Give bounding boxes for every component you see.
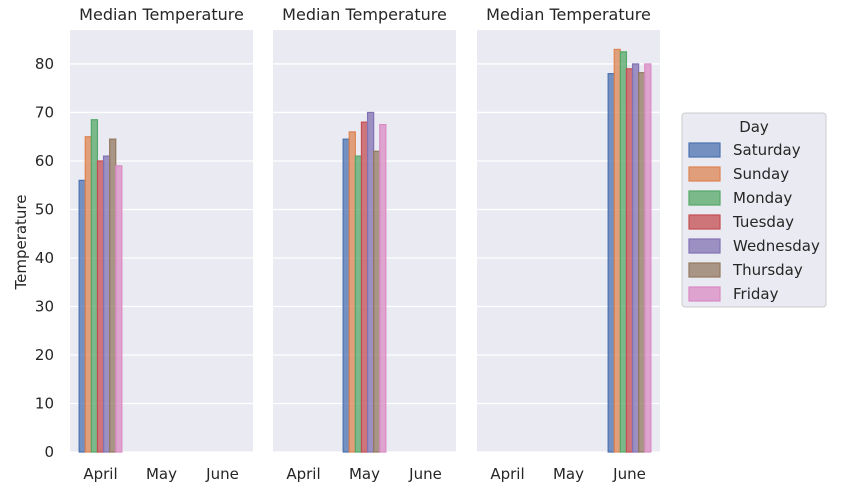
bar-friday-june bbox=[644, 63, 652, 453]
panel-title: Median Temperature bbox=[79, 5, 244, 24]
y-axis-label: Temperature bbox=[12, 194, 30, 290]
legend-item-tuesday: Tuesday bbox=[688, 213, 794, 231]
bar-sunday-june bbox=[613, 48, 621, 453]
legend-swatch bbox=[688, 238, 721, 254]
bar-thursday-june bbox=[638, 72, 646, 453]
y-tick-label: 60 bbox=[35, 152, 54, 170]
bar-tuesday-may bbox=[360, 121, 369, 453]
legend-item-thursday: Thursday bbox=[688, 261, 803, 279]
bar-saturday-april bbox=[78, 179, 86, 453]
legend-label: Sunday bbox=[733, 165, 789, 183]
y-tick-label: 70 bbox=[35, 103, 54, 121]
legend-label: Thursday bbox=[732, 261, 803, 279]
x-tick-label: June bbox=[612, 465, 646, 483]
legend-label: Wednesday bbox=[733, 237, 820, 255]
x-tick-label: April bbox=[490, 465, 524, 483]
legend: Day Saturday Sunday Monday Tuesday Wednesday… bbox=[681, 112, 827, 308]
bar-friday-may bbox=[379, 123, 387, 453]
bar-monday-april bbox=[90, 119, 99, 453]
x-tick-label: May bbox=[146, 465, 177, 483]
y-tick-label: 30 bbox=[35, 297, 54, 315]
bar-wednesday-may bbox=[366, 111, 375, 453]
panel-title: Median Temperature bbox=[486, 5, 651, 24]
x-tick-label: May bbox=[349, 465, 380, 483]
panel-april: Median Temperature April May June 0 10 20 30 40 5… bbox=[35, 5, 253, 483]
x-tick-label: April bbox=[83, 465, 117, 483]
x-tick-label: May bbox=[553, 465, 584, 483]
bar-friday-april bbox=[115, 165, 123, 453]
bar-saturday-may bbox=[342, 138, 350, 453]
bar-tuesday-june bbox=[625, 68, 634, 453]
legend-label: Saturday bbox=[733, 141, 801, 159]
bar-monday-june bbox=[619, 51, 628, 453]
bar-thursday-april bbox=[109, 138, 117, 453]
bar-saturday-june bbox=[607, 73, 615, 453]
bar-thursday-may bbox=[373, 150, 381, 453]
bar-wednesday-june bbox=[631, 63, 640, 453]
y-tick-label: 20 bbox=[35, 346, 54, 364]
bar-sunday-may bbox=[348, 131, 356, 453]
legend-title: Day bbox=[739, 118, 769, 136]
x-tick-label: June bbox=[408, 465, 442, 483]
bar-tuesday-april bbox=[96, 160, 105, 453]
legend-item-saturday: Saturday bbox=[688, 141, 801, 159]
x-tick-label: April bbox=[286, 465, 320, 483]
panel-title: Median Temperature bbox=[282, 5, 447, 24]
legend-label: Tuesday bbox=[732, 213, 794, 231]
bar-monday-may bbox=[354, 155, 363, 453]
legend-label: Monday bbox=[733, 189, 792, 207]
legend-item-wednesday: Wednesday bbox=[688, 237, 820, 255]
legend-item-monday: Monday bbox=[688, 189, 792, 207]
panel-may: Median Temperature April May June bbox=[273, 5, 456, 483]
legend-label: Friday bbox=[733, 285, 779, 303]
y-tick-label: 10 bbox=[35, 394, 54, 412]
legend-swatch bbox=[688, 286, 721, 302]
x-tick-label: June bbox=[205, 465, 239, 483]
legend-swatch bbox=[688, 142, 721, 158]
bar-sunday-april bbox=[84, 136, 92, 453]
legend-swatch bbox=[688, 214, 721, 230]
legend-box bbox=[681, 112, 827, 308]
legend-item-sunday: Sunday bbox=[688, 165, 789, 183]
panel-june: Median Temperature April May June bbox=[477, 5, 660, 483]
y-tick-label: 40 bbox=[35, 249, 54, 267]
legend-swatch bbox=[688, 190, 721, 206]
legend-entries: Saturday Sunday Monday Tuesday Wednesday Thur… bbox=[688, 141, 820, 303]
legend-swatch bbox=[688, 262, 721, 278]
chart-panels: Median Temperature April May June 0 10 20 30 40 5… bbox=[35, 5, 660, 483]
legend-swatch bbox=[688, 166, 721, 182]
y-tick-label: 0 bbox=[44, 443, 54, 461]
bar-wednesday-april bbox=[102, 155, 111, 453]
y-tick-label: 50 bbox=[35, 200, 54, 218]
legend-item-friday: Friday bbox=[688, 285, 779, 303]
y-tick-label: 80 bbox=[35, 55, 54, 73]
